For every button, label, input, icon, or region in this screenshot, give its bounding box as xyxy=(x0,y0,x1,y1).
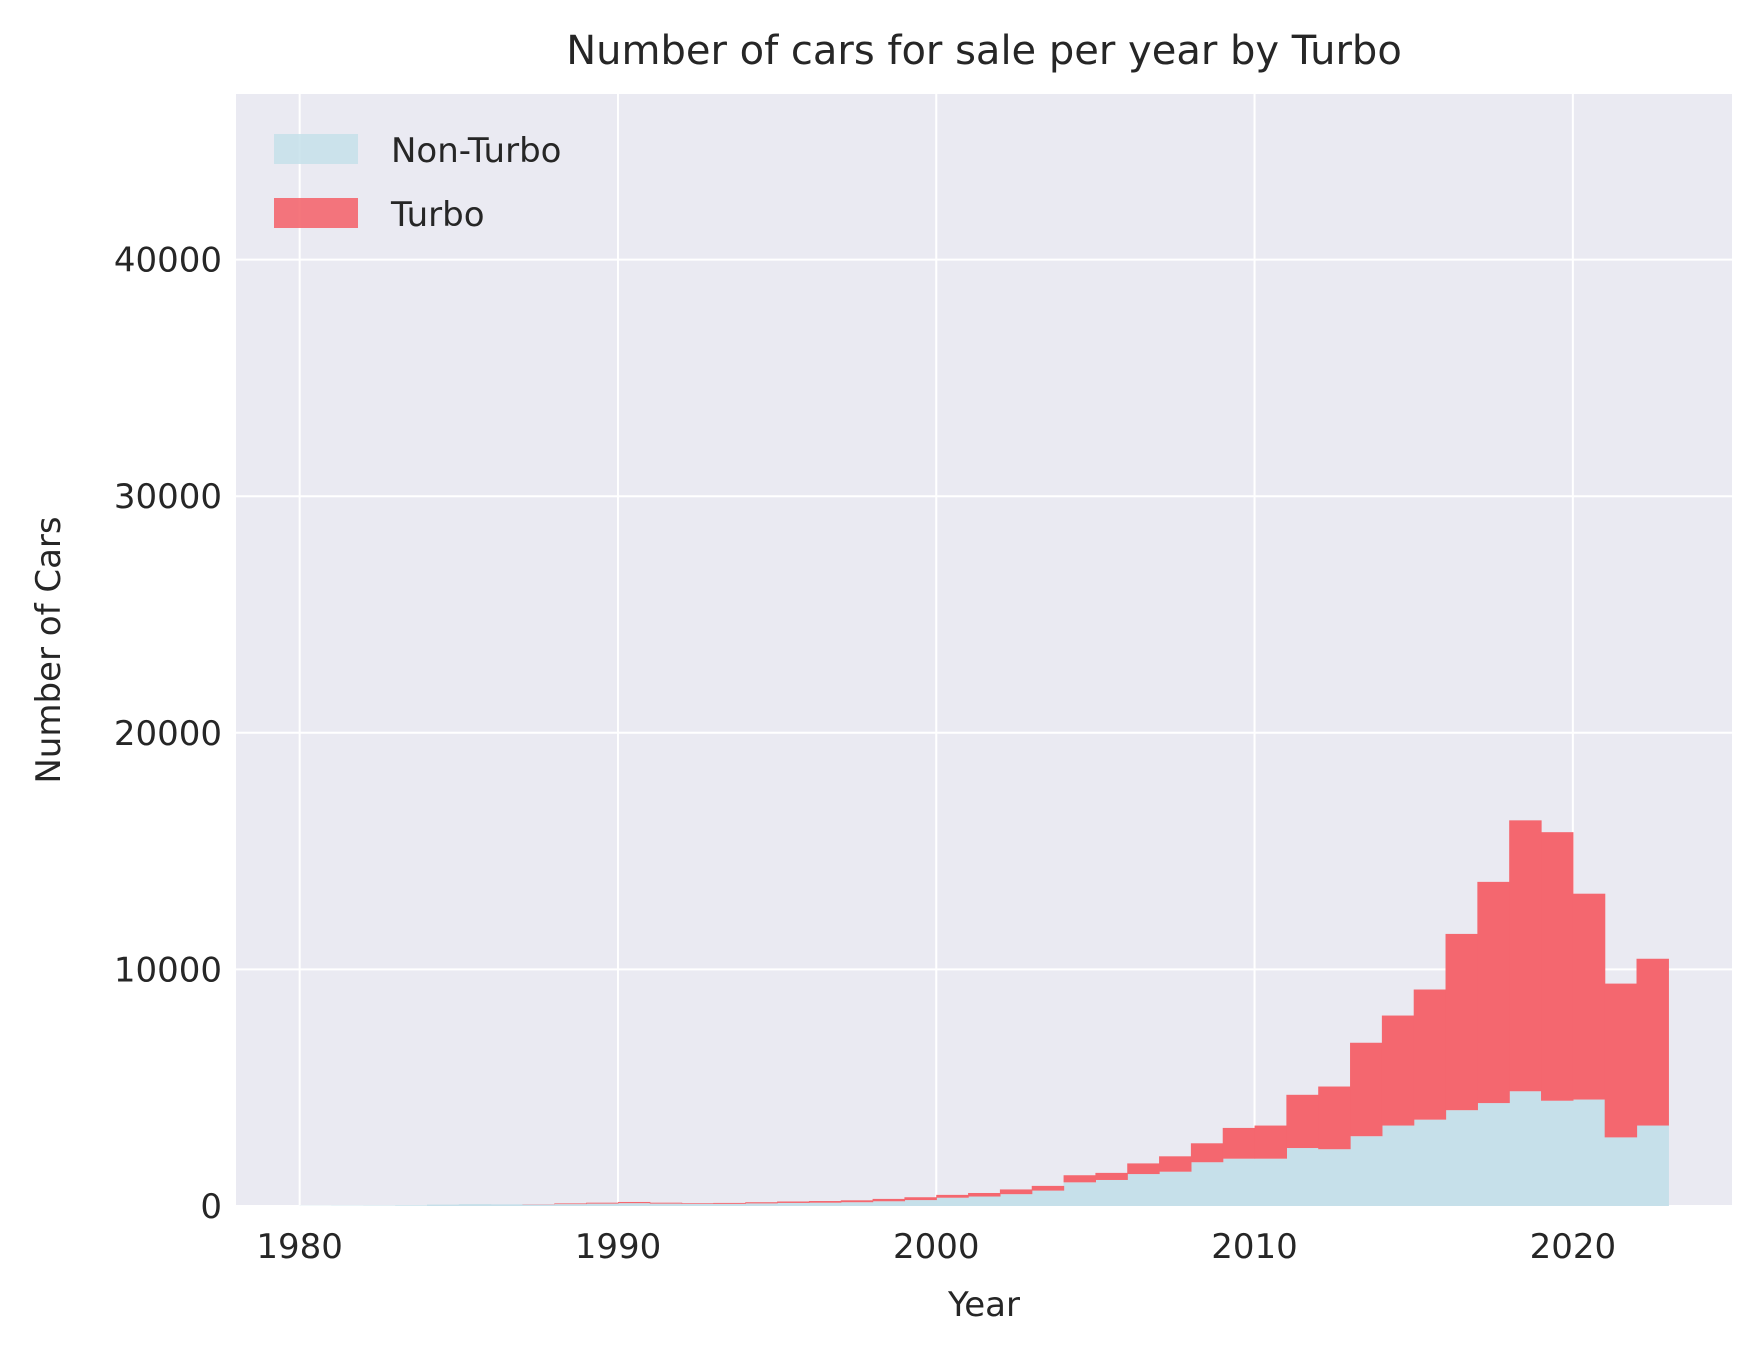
bar-turbo-1997 xyxy=(840,1200,874,1203)
x-tick-label-2010: 2010 xyxy=(1211,1227,1298,1267)
legend-label-non-turbo: Non-Turbo xyxy=(391,131,561,171)
x-tick-label-2020: 2020 xyxy=(1530,1227,1617,1267)
bar-non-turbo-2009 xyxy=(1222,1158,1256,1206)
bar-non-turbo-1994 xyxy=(745,1203,778,1206)
bar-non-turbo-2011 xyxy=(1286,1148,1319,1206)
bar-turbo-2005 xyxy=(1095,1172,1128,1180)
bar-non-turbo-1985 xyxy=(458,1204,492,1206)
bar-non-turbo-2013 xyxy=(1350,1136,1383,1206)
bar-turbo-2008 xyxy=(1190,1143,1224,1163)
bar-turbo-1994 xyxy=(745,1202,778,1204)
bar-non-turbo-1988 xyxy=(554,1204,587,1206)
bar-non-turbo-2016 xyxy=(1445,1110,1478,1206)
bar-turbo-2016 xyxy=(1445,933,1478,1111)
bar-turbo-1992 xyxy=(681,1203,715,1204)
bar-turbo-1990 xyxy=(617,1201,651,1204)
bar-turbo-1996 xyxy=(808,1201,842,1203)
bar-non-turbo-1990 xyxy=(617,1203,651,1206)
y-tick-label-20000: 20000 xyxy=(114,714,222,754)
bar-turbo-2000 xyxy=(936,1194,969,1198)
bar-non-turbo-2017 xyxy=(1477,1103,1510,1206)
bar-turbo-1991 xyxy=(649,1202,683,1204)
bar-turbo-2013 xyxy=(1350,1042,1383,1137)
legend-swatch-turbo xyxy=(274,198,358,228)
bar-non-turbo-2015 xyxy=(1413,1119,1447,1206)
bar-non-turbo-1997 xyxy=(840,1202,874,1206)
bar-turbo-1989 xyxy=(586,1202,619,1204)
bar-non-turbo-2022 xyxy=(1636,1125,1669,1206)
bar-turbo-2009 xyxy=(1222,1127,1256,1159)
y-tick-label-0: 0 xyxy=(200,1187,222,1227)
y-tick-label-40000: 40000 xyxy=(114,241,222,281)
bar-non-turbo-2018 xyxy=(1509,1091,1542,1206)
bar-non-turbo-1986 xyxy=(490,1204,524,1206)
bar-non-turbo-2020 xyxy=(1572,1099,1606,1206)
bar-turbo-1995 xyxy=(777,1201,810,1203)
bar-non-turbo-1993 xyxy=(713,1203,746,1206)
y-tick-labels: 0 10000 20000 30000 40000 xyxy=(114,241,222,1227)
bar-turbo-2015 xyxy=(1413,989,1447,1120)
bar-turbo-2011 xyxy=(1286,1094,1319,1149)
bar-turbo-2018 xyxy=(1509,820,1542,1092)
bar-non-turbo-2012 xyxy=(1318,1149,1351,1206)
legend-label-turbo: Turbo xyxy=(390,195,485,235)
bar-non-turbo-2001 xyxy=(968,1196,1001,1206)
bar-turbo-2004 xyxy=(1063,1175,1097,1183)
bar-non-turbo-2002 xyxy=(999,1194,1033,1206)
x-tick-label-1990: 1990 xyxy=(575,1227,662,1267)
bar-non-turbo-1984 xyxy=(426,1204,460,1206)
bar-non-turbo-2004 xyxy=(1063,1182,1097,1206)
bar-non-turbo-2005 xyxy=(1095,1179,1128,1206)
bar-non-turbo-1999 xyxy=(904,1200,937,1206)
bar-turbo-2012 xyxy=(1318,1086,1351,1150)
bar-non-turbo-2003 xyxy=(1031,1190,1065,1206)
bar-non-turbo-2008 xyxy=(1190,1162,1224,1206)
bar-non-turbo-1983 xyxy=(395,1205,428,1206)
legend: Non-Turbo Turbo xyxy=(274,131,561,235)
bar-turbo-2001 xyxy=(968,1192,1001,1197)
bar-non-turbo-2000 xyxy=(936,1197,969,1206)
bar-turbo-2014 xyxy=(1381,1015,1415,1126)
x-tick-label-1980: 1980 xyxy=(256,1227,343,1267)
bar-turbo-1993 xyxy=(713,1202,746,1204)
y-tick-label-10000: 10000 xyxy=(114,950,222,990)
bar-non-turbo-1991 xyxy=(649,1203,683,1206)
bar-non-turbo-2007 xyxy=(1159,1171,1192,1206)
bar-non-turbo-2010 xyxy=(1254,1158,1287,1206)
bar-non-turbo-1998 xyxy=(872,1201,906,1206)
bar-turbo-2019 xyxy=(1541,832,1574,1101)
bar-non-turbo-1992 xyxy=(681,1203,715,1206)
y-tick-label-30000: 30000 xyxy=(114,477,222,517)
bar-turbo-2017 xyxy=(1477,881,1510,1104)
bar-non-turbo-2021 xyxy=(1604,1137,1638,1206)
bar-non-turbo-2006 xyxy=(1127,1174,1160,1206)
bar-turbo-1988 xyxy=(554,1203,587,1205)
turbo-bars xyxy=(522,820,1669,1205)
bar-turbo-2003 xyxy=(1031,1185,1065,1191)
bar-non-turbo-2014 xyxy=(1381,1125,1415,1206)
bar-non-turbo-1996 xyxy=(808,1202,842,1206)
bar-non-turbo-1987 xyxy=(522,1204,555,1206)
bar-turbo-2002 xyxy=(999,1189,1033,1195)
bar-turbo-2010 xyxy=(1254,1125,1287,1159)
bar-turbo-2007 xyxy=(1159,1156,1192,1172)
x-tick-labels: 1980 1990 2000 2010 2020 xyxy=(256,1227,1616,1267)
bar-turbo-2006 xyxy=(1127,1163,1160,1175)
bar-non-turbo-1989 xyxy=(586,1203,619,1206)
non-turbo-bars xyxy=(299,1091,1669,1206)
y-axis-label: Number of Cars xyxy=(29,516,69,783)
bar-turbo-2020 xyxy=(1572,893,1606,1100)
bar-turbo-1999 xyxy=(904,1197,937,1201)
bar-turbo-2022 xyxy=(1636,958,1669,1126)
bar-turbo-2021 xyxy=(1604,983,1638,1138)
bar-turbo-1998 xyxy=(872,1198,906,1202)
x-axis-label: Year xyxy=(947,1285,1020,1325)
bar-non-turbo-2019 xyxy=(1541,1100,1574,1206)
legend-swatch-non-turbo xyxy=(274,134,358,164)
bar-non-turbo-1995 xyxy=(777,1202,810,1206)
x-tick-label-2000: 2000 xyxy=(893,1227,980,1267)
chart-title: Number of cars for sale per year by Turb… xyxy=(566,28,1402,74)
